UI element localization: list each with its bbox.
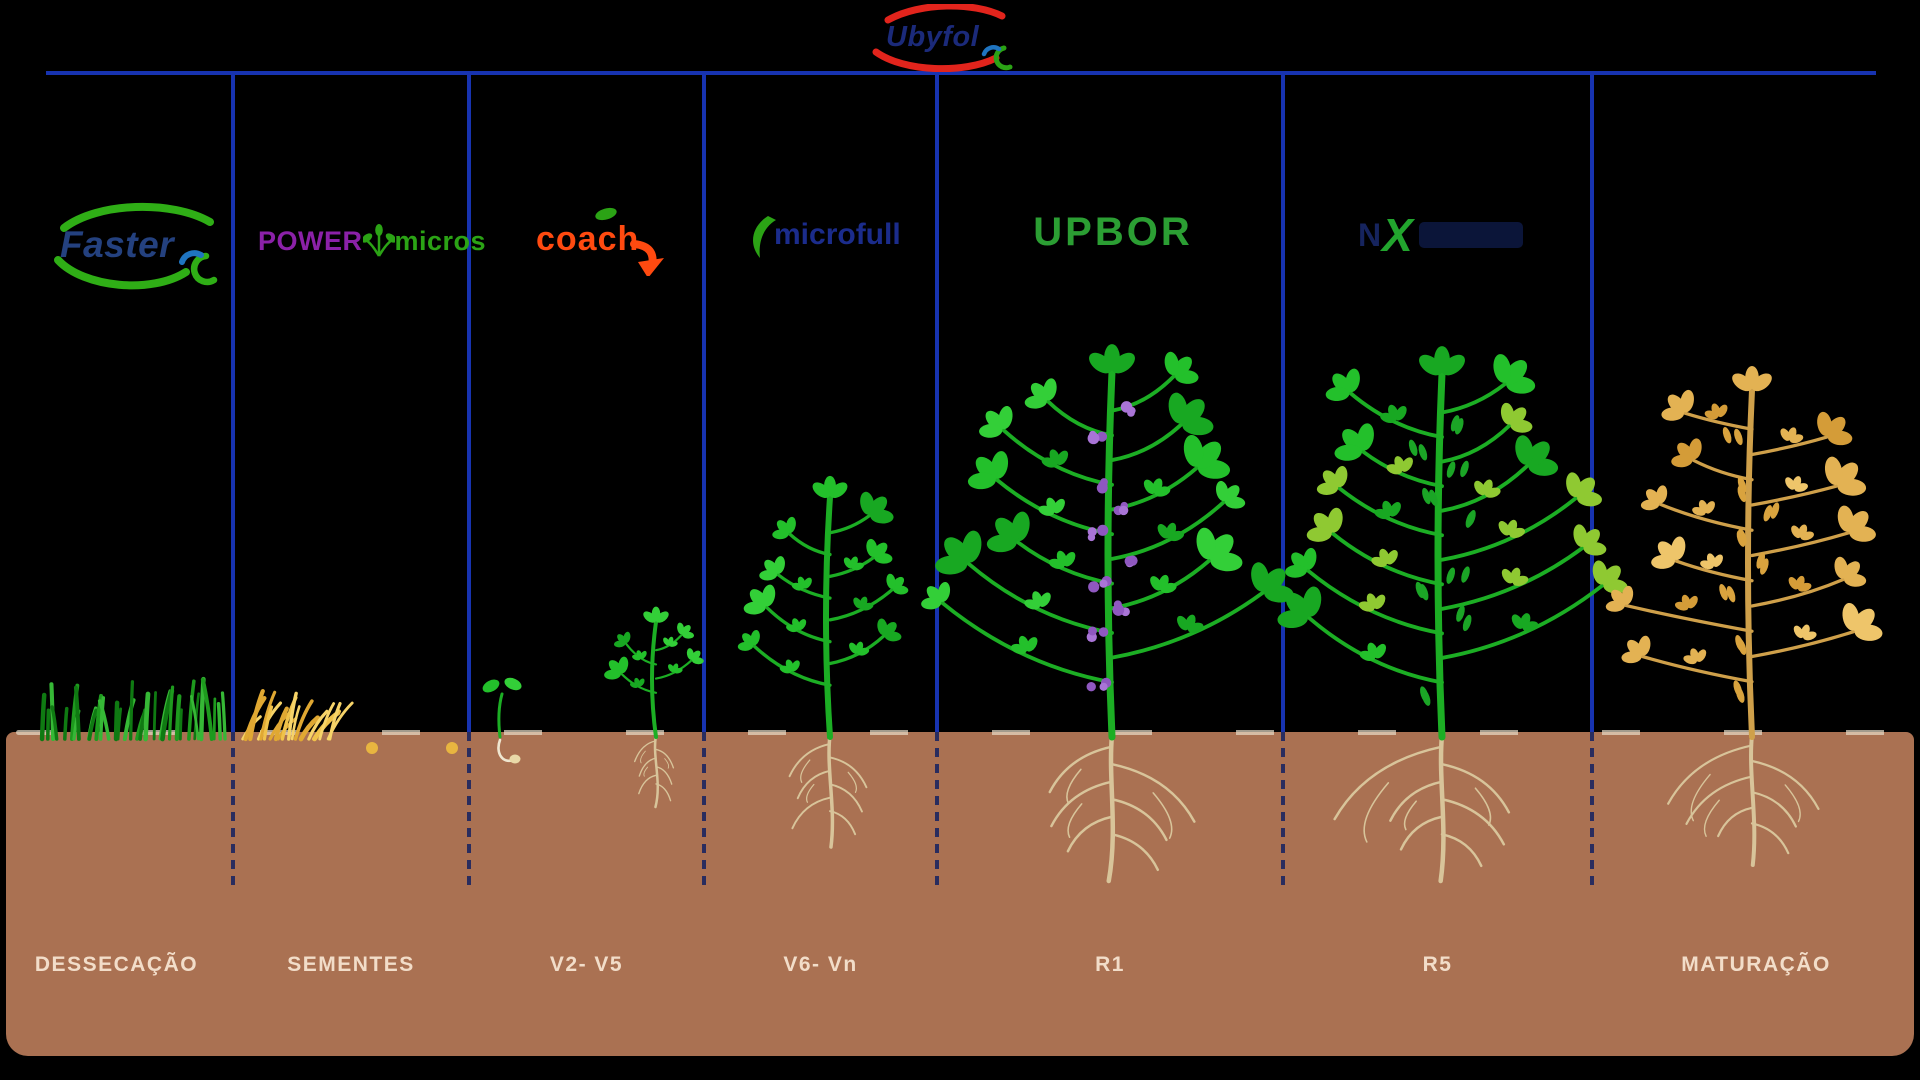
stage-divider-underground-1 xyxy=(231,732,235,890)
sprout-icon xyxy=(362,218,395,258)
product-name-microfull: microfull xyxy=(774,218,901,251)
microfull-leaf-icon xyxy=(753,216,776,258)
product-logo-power-micros: POWER micros xyxy=(258,202,486,258)
product-name-micros: micros xyxy=(394,226,487,256)
stage-label-sementes: SEMENTES xyxy=(287,953,415,976)
coach-leaf-arrow-icon xyxy=(595,207,664,276)
product-logo-coach: coach xyxy=(532,204,692,276)
stage-divider-underground-5 xyxy=(1281,732,1285,890)
stage-label-dessecacao: DESSECAÇÃO xyxy=(34,953,199,976)
faster-arcs-swirl-icon xyxy=(54,202,218,290)
stage-label-r1: R1 xyxy=(1095,953,1125,976)
product-name-faster: Faster xyxy=(60,224,175,265)
stage-divider-underground-4 xyxy=(935,732,939,890)
stage-label-v2-v5: V2- V5 xyxy=(549,953,624,976)
product-logo-faster: Faster xyxy=(48,198,222,294)
stage-divider-5 xyxy=(1281,71,1285,732)
product-logo-green-x: N X xyxy=(1358,209,1523,261)
timeline-top-line xyxy=(46,71,1876,75)
stage-divider-4 xyxy=(935,71,939,732)
brand-logo-arcs-icon xyxy=(872,4,1013,72)
stage-label-v6-vn: V6- Vn xyxy=(783,953,858,976)
stage-divider-1 xyxy=(231,71,235,732)
stage-label-maturacao: MATURAÇÃO xyxy=(1681,953,1831,976)
stage-divider-underground-3 xyxy=(702,732,706,890)
stage-label-r5: R5 xyxy=(1422,953,1453,976)
brand-name: Ubyfol xyxy=(886,21,980,53)
stage-divider-2 xyxy=(467,71,471,732)
product-logo-microfull: microfull xyxy=(744,210,944,262)
illegible-dark-lettering xyxy=(1418,222,1523,248)
product-name-upbor: UPBOR xyxy=(1033,210,1193,254)
product-logo-upbor: UPBOR xyxy=(1022,208,1204,258)
stage-divider-underground-2 xyxy=(467,732,471,890)
product-name-x-prefix: N xyxy=(1358,216,1382,253)
stage-divider-3 xyxy=(702,71,706,732)
soil-ground xyxy=(6,730,1914,1056)
product-name-coach: coach xyxy=(536,220,640,258)
stage-divider-6 xyxy=(1590,71,1594,732)
product-name-power: POWER xyxy=(258,226,363,256)
brand-logo: Ubyfol xyxy=(862,4,1018,72)
green-x-letter: X xyxy=(1382,209,1413,261)
stage-divider-underground-6 xyxy=(1590,732,1594,890)
